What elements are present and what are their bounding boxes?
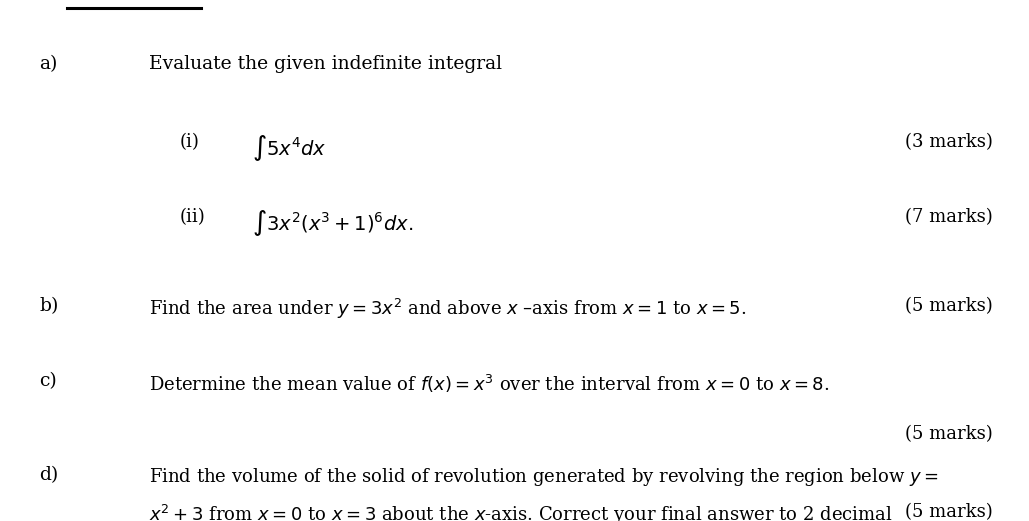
Text: (5 marks): (5 marks) <box>906 425 993 443</box>
Text: c): c) <box>39 373 57 391</box>
Text: Evaluate the given indefinite integral: Evaluate the given indefinite integral <box>149 55 502 73</box>
Text: $\int 3x^2(x^3+1)^6dx.$: $\int 3x^2(x^3+1)^6dx.$ <box>252 208 414 238</box>
Text: (7 marks): (7 marks) <box>906 208 993 227</box>
Text: (5 marks): (5 marks) <box>906 503 993 521</box>
Text: a): a) <box>39 55 58 73</box>
Text: (3 marks): (3 marks) <box>906 133 993 151</box>
Text: Determine the mean value of $f(x) = x^3$ over the interval from $x = 0$ to $x = : Determine the mean value of $f(x) = x^3$… <box>149 373 829 394</box>
Text: Find the area under $y = 3x^2$ and above $x$ –axis from $x = 1$ to $x = 5$.: Find the area under $y = 3x^2$ and above… <box>149 297 747 321</box>
Text: $x^2 + 3$ from $x = 0$ to $x = 3$ about the $x$-axis. Correct your final answer : $x^2 + 3$ from $x = 0$ to $x = 3$ about … <box>149 503 893 521</box>
Text: (ii): (ii) <box>180 208 206 227</box>
Text: (5 marks): (5 marks) <box>906 297 993 315</box>
Text: $\int 5x^4dx$: $\int 5x^4dx$ <box>252 133 326 163</box>
Text: b): b) <box>39 297 59 315</box>
Text: d): d) <box>39 466 59 485</box>
Text: Find the volume of the solid of revolution generated by revolving the region bel: Find the volume of the solid of revoluti… <box>149 466 938 488</box>
Text: (i): (i) <box>180 133 200 151</box>
